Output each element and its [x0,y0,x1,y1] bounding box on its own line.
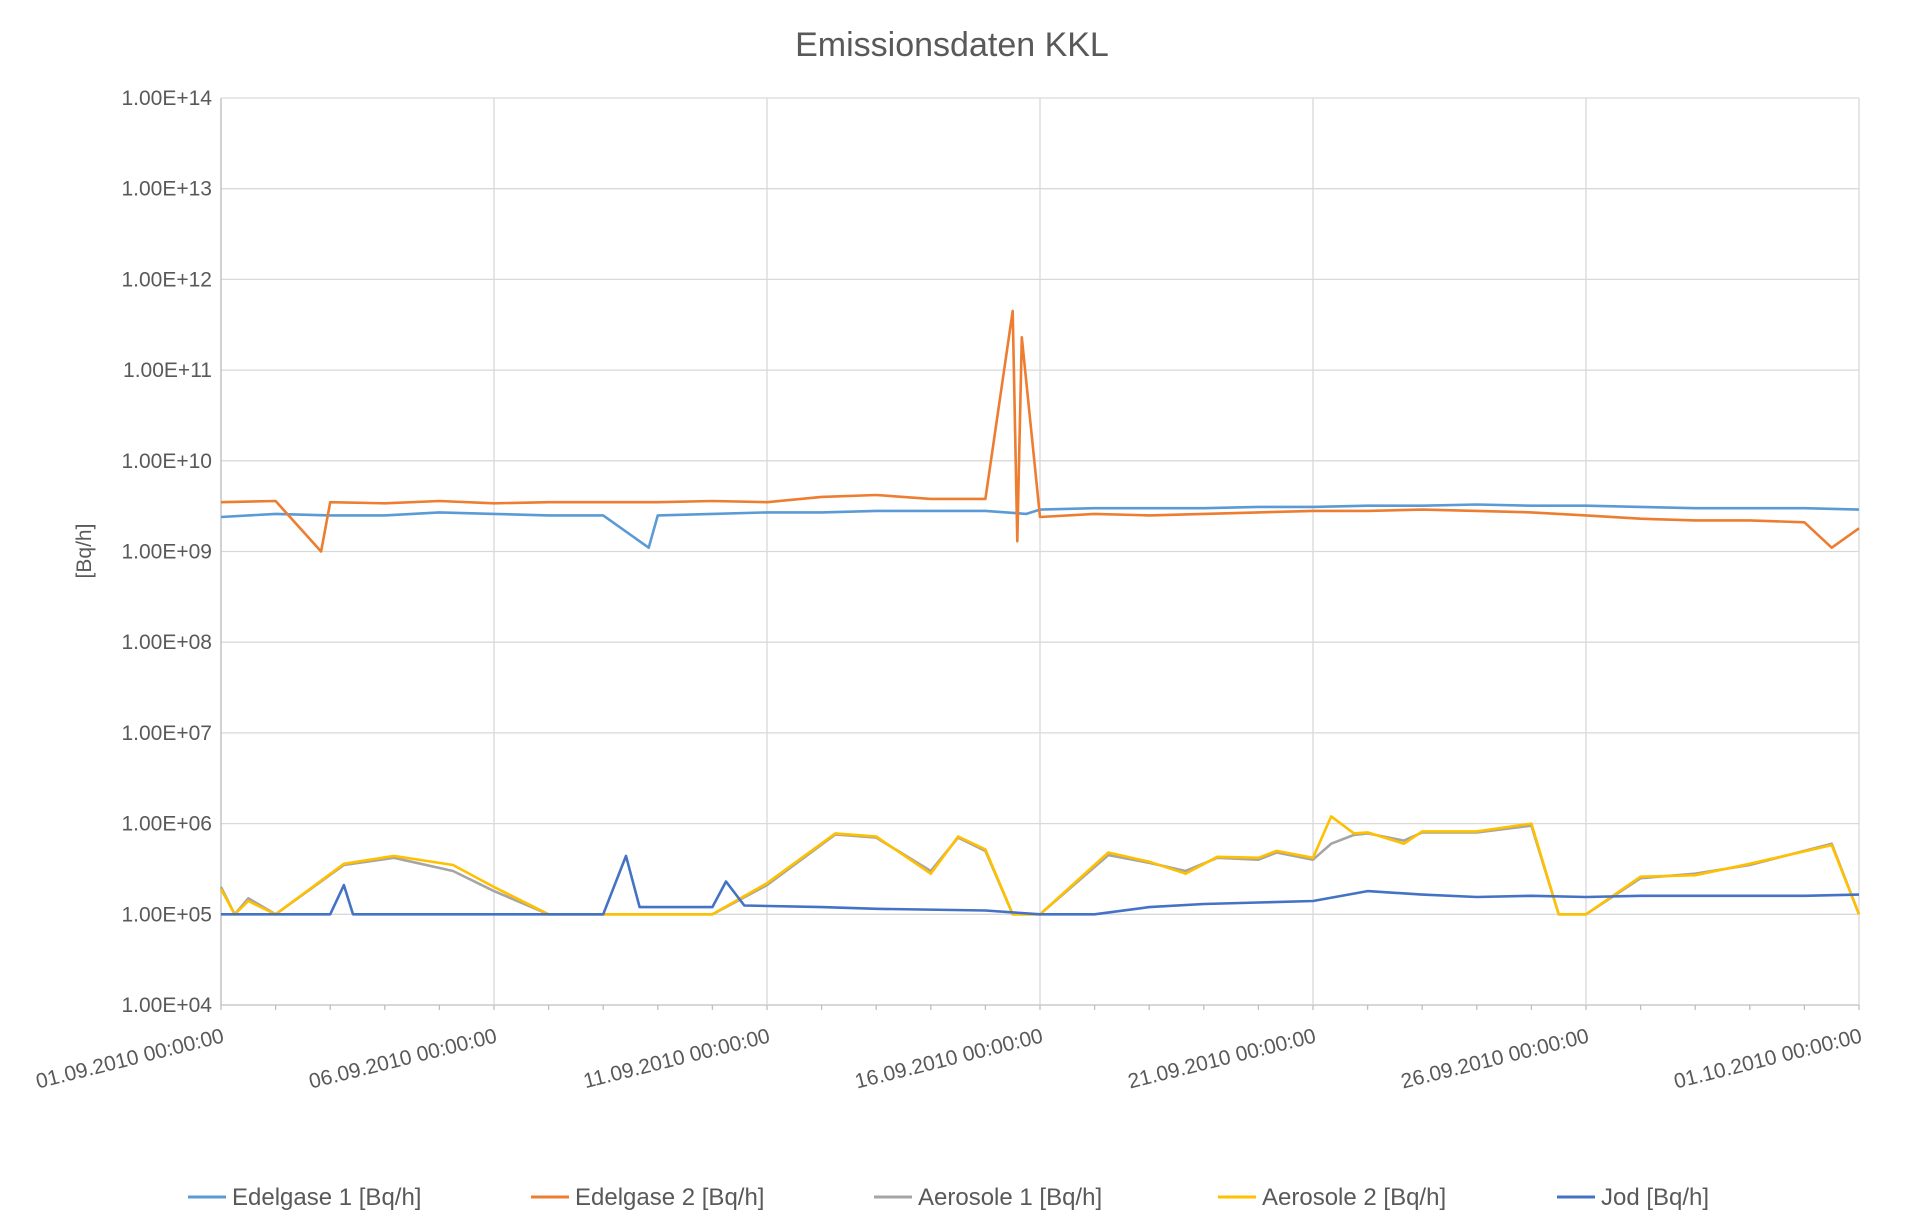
legend-label: Edelgase 2 [Bq/h] [575,1184,764,1211]
y-tick-label: 1.00E+09 [121,541,212,564]
legend-label: Aerosole 2 [Bq/h] [1262,1184,1446,1211]
legend-label: Jod [Bq/h] [1601,1184,1709,1211]
chart-title: Emissionsdaten KKL [795,26,1109,64]
y-tick-label: 1.00E+05 [121,903,212,926]
y-axis-label: [Bq/h] [73,524,96,579]
y-tick-label: 1.00E+10 [121,450,212,473]
y-tick-label: 1.00E+04 [121,994,212,1017]
y-tick-label: 1.00E+11 [123,359,212,382]
y-tick-label: 1.00E+08 [121,631,212,654]
legend-label: Aerosole 1 [Bq/h] [918,1184,1102,1211]
y-tick-label: 1.00E+12 [121,268,212,291]
y-tick-label: 1.00E+07 [121,722,212,745]
y-tick-label: 1.00E+06 [121,813,212,836]
y-tick-label: 1.00E+13 [121,178,212,201]
y-tick-label: 1.00E+14 [121,87,212,110]
legend-label: Edelgase 1 [Bq/h] [232,1184,421,1211]
